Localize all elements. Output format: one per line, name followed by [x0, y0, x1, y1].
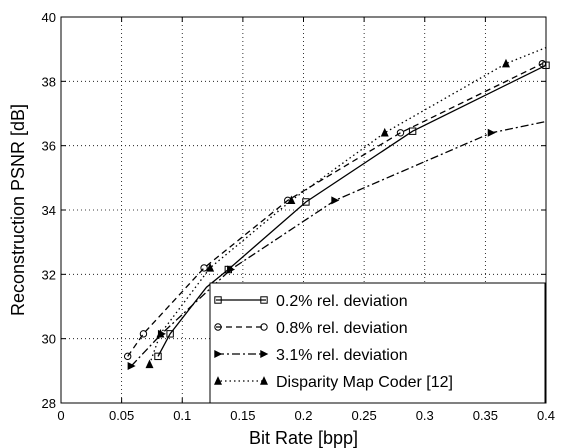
y-tick-label: 38 — [42, 74, 56, 89]
data-point-marker — [206, 263, 215, 272]
data-point-marker — [331, 196, 340, 205]
legend-entry: 0.2% rel. deviation — [214, 293, 408, 310]
x-tick-label: 0.25 — [351, 408, 376, 423]
legend-label: Disparity Map Coder [12] — [276, 374, 453, 391]
data-point-marker — [156, 328, 165, 338]
series-4 — [145, 46, 547, 369]
x-tick-label: 0.35 — [473, 408, 498, 423]
x-tick-label: 0.4 — [537, 408, 555, 423]
y-tick-label: 36 — [42, 139, 56, 154]
data-point-marker — [302, 198, 310, 206]
data-point-marker — [380, 127, 389, 137]
x-tick-label: 0.05 — [109, 408, 134, 423]
legend-entry: 0.8% rel. deviation — [214, 320, 408, 337]
series-line — [130, 120, 547, 367]
y-tick-label: 34 — [42, 203, 56, 218]
data-point-marker — [145, 359, 154, 369]
data-point-marker — [127, 361, 136, 371]
y-tick-label: 30 — [42, 332, 56, 347]
x-tick-label: 0.1 — [173, 408, 191, 423]
legend-entry: Disparity Map Coder [12] — [214, 374, 453, 391]
legend-marker — [214, 296, 222, 304]
series-layer — [123, 46, 550, 371]
legend: 0.2% rel. deviation 0.8% rel. deviation 3.… — [209, 282, 546, 404]
legend-marker — [214, 349, 223, 359]
data-point-marker — [287, 195, 296, 205]
grid-lines — [61, 17, 546, 403]
legend-marker — [260, 376, 268, 385]
legend-label: 0.8% rel. deviation — [276, 320, 408, 337]
y-tick-label: 32 — [42, 267, 56, 282]
x-tick-label: 0.3 — [416, 408, 434, 423]
y-tick-label: 28 — [42, 396, 56, 411]
data-point-marker — [227, 265, 236, 274]
legend-entry: 3.1% rel. deviation — [214, 347, 408, 364]
x-axis-label: Bit Rate [bpp] — [249, 428, 358, 448]
legend-label: 0.2% rel. deviation — [276, 293, 408, 310]
data-point-marker — [139, 330, 148, 338]
legend-marker — [260, 323, 268, 331]
data-point-marker — [487, 128, 496, 137]
data-point-marker — [396, 129, 405, 137]
data-point-marker — [166, 330, 174, 338]
legend-label: 3.1% rel. deviation — [276, 347, 408, 364]
x-tick-label: 0 — [57, 408, 64, 423]
x-tick-label: 0.2 — [294, 408, 312, 423]
legend-marker — [214, 376, 222, 385]
data-point-marker — [154, 352, 162, 361]
y-axis-label: Reconstruction PSNR [dB] — [8, 104, 28, 316]
x-tick-label: 0.15 — [230, 408, 255, 423]
legend-marker — [214, 323, 222, 331]
legend-marker — [260, 296, 268, 304]
legend-marker — [260, 349, 269, 359]
data-point-marker — [200, 264, 208, 272]
axis-ticks: 0 0.05 0.1 0.15 0.2 0.25 0.3 0.35 0.4 28 30 32 34 36 3… — [42, 10, 556, 423]
data-point-marker — [408, 127, 417, 135]
data-point-marker — [502, 58, 510, 68]
data-point-marker — [123, 352, 132, 361]
y-tick-label: 40 — [42, 10, 56, 25]
series-line — [127, 63, 543, 357]
